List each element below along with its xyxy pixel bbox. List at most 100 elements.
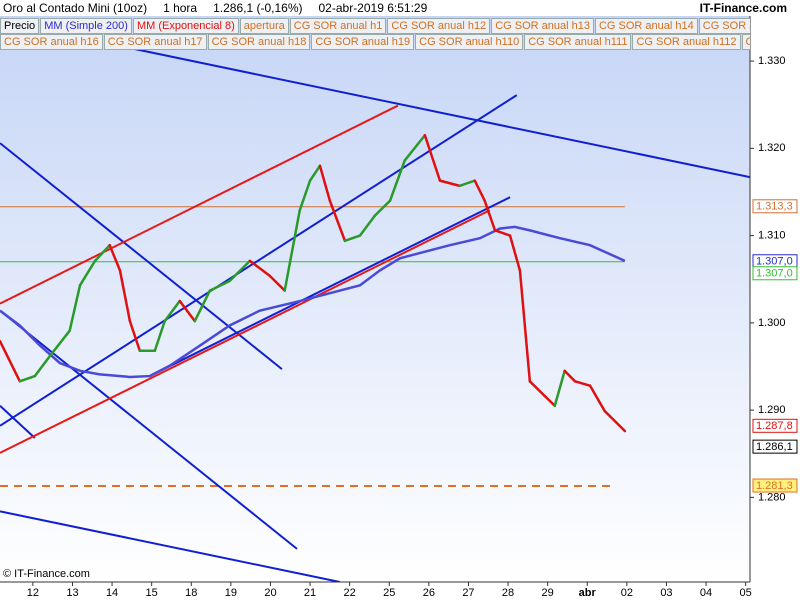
ema-segment [493,229,512,237]
ema-segment [518,269,532,383]
x-tick-label: 26 [423,587,435,599]
ema-segment [403,133,427,162]
price-label: 1.287,8 [756,420,793,432]
legend-button[interactable]: apertura [239,18,289,34]
ema-segment [553,369,566,407]
axes: 1.280 1.290 1.300 1.310 1.320 1.330 12 13 14 15 18… [27,55,798,599]
ema-segment [93,243,111,263]
legend-button[interactable]: CG SOR anual h112 [632,34,741,50]
x-tick-label: 19 [225,587,237,599]
x-tick-label: 15 [146,587,158,599]
instrument: Oro al Contado Mini (10oz) [3,1,148,15]
price-label-box [752,199,798,214]
datetime: 02-abr-2019 6:51:29 [318,1,428,15]
price-label-box [752,478,798,493]
ema-segment [298,179,312,212]
legend-button[interactable]: Precio [0,18,40,34]
brand: IT-Finance.com [699,1,787,15]
legend-button[interactable]: CG SOR anual h13 [491,18,594,34]
x-tick-label: 22 [344,587,356,599]
ema-segment [573,380,592,387]
ema-segment [483,199,497,232]
ema-segment [308,164,322,182]
ema-segment [48,329,71,358]
x-tick-label: 03 [660,587,672,599]
legend-button[interactable]: CG SOR anual h17 [103,34,207,50]
price-label-box [752,418,798,433]
y-tick-label: 1.280 [758,491,786,503]
trend-line [0,405,36,439]
x-tick-label: abr [579,587,597,599]
legend-button[interactable]: CG SOR anus [741,34,750,50]
legend-button[interactable]: CG SOR anual h110 [415,34,524,50]
legend-button[interactable]: CG SOR anual h16 [0,34,103,50]
ema-segment [438,179,461,188]
x-tick-label: 27 [462,587,474,599]
x-tick-label: 21 [304,587,316,599]
trend-line [0,142,283,370]
ema-segment [373,199,392,217]
ema-segment [563,369,577,383]
x-tick-label: 12 [27,587,39,599]
price-label: 1.313,3 [756,201,793,213]
ema-segment [33,354,52,378]
ema-segment [108,243,122,272]
x-tick-label: 25 [383,587,395,599]
legend-button[interactable]: CG SOR anual h15 [698,18,750,34]
legend-button[interactable]: CG SOR anual h111 [524,34,632,50]
x-axis-area [0,582,750,600]
ema-segment [78,259,97,287]
y-tick-label: 1.320 [758,142,786,154]
ema-segment [508,234,522,272]
ema-segment [163,299,182,323]
legend-button[interactable]: CG SOR anual h14 [594,18,698,34]
trend-line [0,510,340,582]
ema-segment [178,299,197,323]
trend-line [129,47,750,179]
legend-button[interactable]: CG SOR anual h19 [311,34,415,50]
ema-segment [543,394,557,407]
ema-segment [248,259,271,277]
price-label-box [752,266,798,281]
ema-segment [528,380,547,398]
x-tick-label: 13 [66,587,78,599]
legend-button[interactable]: CG SOR anual h12 [387,18,491,34]
ema-segment [328,199,347,243]
ema-segment [343,234,362,243]
ema-segment [228,259,252,283]
ema-segment [268,274,286,292]
period: 1 hora [163,1,198,15]
price-label: 1.307,0 [756,268,793,280]
x-tick-label: 02 [621,587,633,599]
trend-line [0,309,298,550]
y-tick-label: 1.330 [758,55,786,67]
ema-segment [118,269,132,323]
header: Oro al Contado Mini (10oz) 1 hora 1.286,… [0,0,800,16]
y-tick-label: 1.290 [758,404,786,416]
legend-button[interactable]: MM (Simple 200) [40,18,132,34]
ema-segment [18,374,37,383]
trend-line [149,196,511,377]
ema-segment [388,159,406,202]
x-tick-label: 20 [264,587,276,599]
plot [0,47,750,582]
footer: © IT-Finance.com [3,568,90,580]
ema-segment [283,209,302,292]
y-axis-area [750,0,800,600]
sma-line [0,225,626,379]
legend-button[interactable]: MM (Exponencial 8) [132,18,239,34]
x-tick-label: 29 [542,587,554,599]
plot-area [0,0,750,582]
ema-segment [193,289,212,323]
ema-segment [68,284,82,332]
price-label: 1.281,3 [756,480,793,492]
ema-segment [473,179,486,202]
quote: 1.286,1 (-0,16%) [213,1,303,15]
x-tick-label: 18 [185,587,197,599]
button-row: Precio MM (Simple 200) MM (Exponencial 8) a… [0,18,750,34]
legend-button[interactable]: CG SOR anual h18 [207,34,311,50]
legend-button[interactable]: CG SOR anual h1 [289,18,387,34]
ema-segment [458,179,477,188]
price-label-box [752,439,798,454]
